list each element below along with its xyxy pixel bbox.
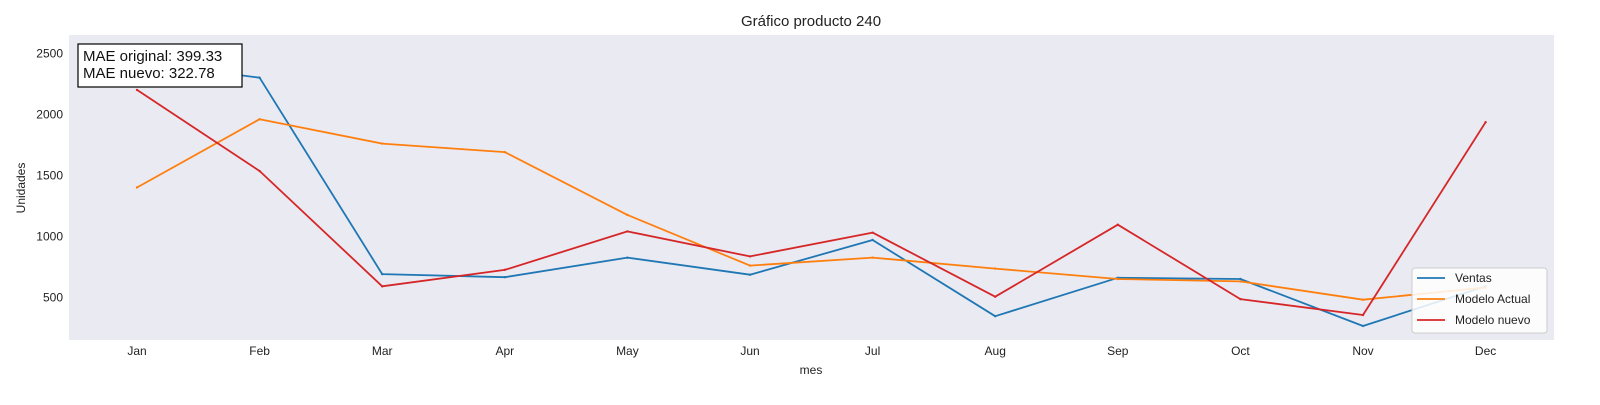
annotation-mae-original: MAE original: 399.33	[83, 48, 222, 65]
chart-title: Gráfico producto 240	[741, 13, 881, 30]
data-point-modelo-actual	[381, 142, 384, 145]
y-tick-label: 2000	[36, 107, 63, 121]
data-point-modelo-actual	[258, 117, 261, 121]
data-point-modelo-nuevo	[1484, 121, 1487, 124]
y-tick-label: 1000	[36, 229, 63, 243]
data-point-modelo-actual	[871, 256, 874, 259]
x-tick-label: Nov	[1352, 344, 1373, 358]
legend-label: Modelo nuevo	[1455, 313, 1531, 327]
x-tick-label: Sep	[1107, 344, 1129, 358]
series-line-ventas	[136, 60, 1486, 327]
annotation-mae-nuevo: MAE nuevo: 322.78	[83, 65, 215, 82]
data-point-modelo-actual	[626, 213, 629, 217]
x-tick-label: Apr	[495, 344, 514, 358]
x-tick-label: Feb	[249, 344, 270, 358]
legend: Ventas Modelo Actual Modelo nuevo	[1411, 267, 1548, 334]
x-tick-label: Jan	[127, 344, 146, 358]
x-tick-label: Jul	[865, 344, 880, 358]
plot-area	[69, 35, 1554, 340]
data-point-modelo-nuevo	[871, 231, 874, 234]
legend-box	[1411, 267, 1548, 334]
legend-label: Modelo Actual	[1455, 292, 1530, 306]
data-point-modelo-actual	[1239, 280, 1242, 283]
y-axis-label: Unidades	[14, 163, 28, 214]
data-point-modelo-actual	[748, 264, 752, 267]
data-point-modelo-nuevo	[1116, 223, 1120, 226]
data-point-modelo-nuevo	[994, 295, 997, 298]
x-tick-label: Dec	[1475, 344, 1496, 358]
y-tick-label: 2500	[36, 46, 63, 60]
data-point-modelo-actual	[1116, 277, 1120, 281]
data-point-modelo-nuevo	[1361, 313, 1365, 317]
legend-label: Ventas	[1455, 271, 1492, 285]
x-tick-label: Jun	[740, 344, 759, 358]
data-point-ventas	[381, 272, 384, 276]
data-point-ventas	[871, 238, 874, 242]
x-axis-label: mes	[800, 363, 823, 377]
data-point-modelo-actual	[994, 267, 997, 270]
data-point-modelo-actual	[135, 186, 139, 189]
x-tick-label: Aug	[985, 344, 1006, 358]
y-tick-label: 500	[43, 290, 63, 304]
data-point-ventas	[994, 315, 997, 318]
data-point-modelo-nuevo	[135, 88, 139, 92]
series-line-modelo-actual	[136, 118, 1486, 301]
series-line-modelo-nuevo	[136, 89, 1487, 316]
y-tick-label: 1500	[36, 168, 63, 182]
x-tick-label: May	[616, 344, 639, 358]
data-point-ventas	[1361, 324, 1365, 328]
annotation-box: MAE original: 399.33 MAE nuevo: 322.78	[77, 43, 243, 88]
data-point-ventas	[748, 273, 752, 276]
data-point-modelo-nuevo	[258, 169, 261, 173]
data-point-ventas	[1239, 277, 1242, 281]
data-point-modelo-nuevo	[381, 285, 384, 288]
data-point-ventas	[503, 275, 506, 279]
data-point-modelo-nuevo	[748, 255, 752, 258]
data-point-ventas	[626, 256, 629, 259]
data-point-ventas	[258, 76, 261, 79]
data-point-modelo-actual	[1361, 298, 1365, 301]
data-point-modelo-nuevo	[626, 230, 629, 233]
x-tick-label: Oct	[1231, 344, 1250, 358]
data-point-modelo-nuevo	[1239, 297, 1242, 301]
data-point-modelo-nuevo	[503, 268, 506, 272]
x-tick-label: Mar	[372, 344, 393, 358]
data-point-modelo-actual	[503, 150, 506, 154]
